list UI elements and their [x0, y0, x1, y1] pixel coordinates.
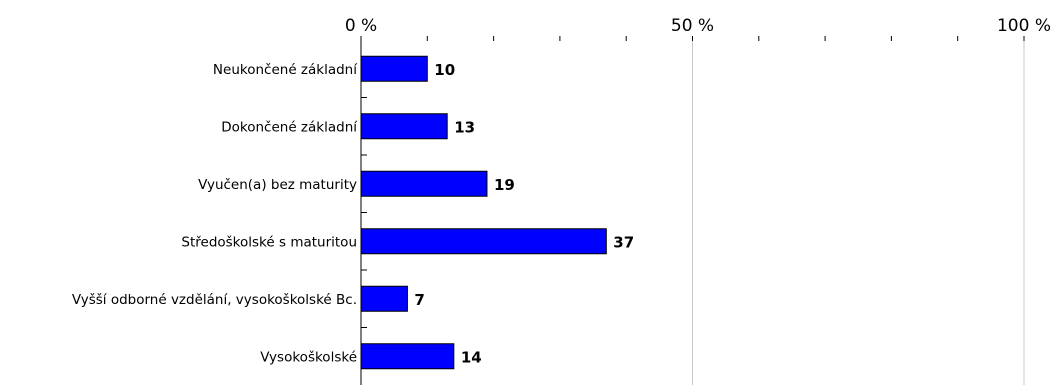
- x-tick-label-0: 0 %: [345, 16, 377, 36]
- category-label-3: Středoškolské s maturitou: [181, 234, 357, 250]
- category-label-1: Dokončené základní: [221, 119, 358, 135]
- data-label-5: 14: [461, 348, 482, 366]
- bar-5: [360, 343, 455, 370]
- data-label-3: 37: [613, 233, 634, 251]
- x-tick-labels: 0 % 50 % 100 %: [345, 16, 1051, 36]
- category-label-5: Vysokoškolské: [260, 349, 357, 365]
- category-labels: Neukončené základní Dokončené základní Vyu…: [72, 62, 358, 366]
- category-label-2: Vyučen(a) bez maturity: [198, 177, 357, 193]
- data-label-4: 7: [414, 291, 424, 309]
- bars: [360, 55, 607, 370]
- bar-3: [360, 228, 607, 255]
- x-tick-label-100: 100 %: [997, 16, 1051, 36]
- data-label-0: 10: [434, 61, 455, 79]
- category-label-4: Vyšší odborné vzdělání, vysokoškolské Bc…: [72, 292, 357, 308]
- bar-2: [360, 170, 488, 197]
- data-label-2: 19: [494, 176, 515, 194]
- bar-4: [360, 285, 408, 312]
- data-label-1: 13: [454, 118, 475, 136]
- minor-ticks: [360, 36, 1025, 328]
- gridlines: [692, 38, 1025, 385]
- x-tick-label-50: 50 %: [671, 16, 714, 36]
- category-label-0: Neukončené základní: [213, 62, 358, 78]
- bar-0: [360, 55, 428, 82]
- data-labels: 10 13 19 37 7 14: [414, 61, 634, 367]
- bar-1: [360, 113, 448, 140]
